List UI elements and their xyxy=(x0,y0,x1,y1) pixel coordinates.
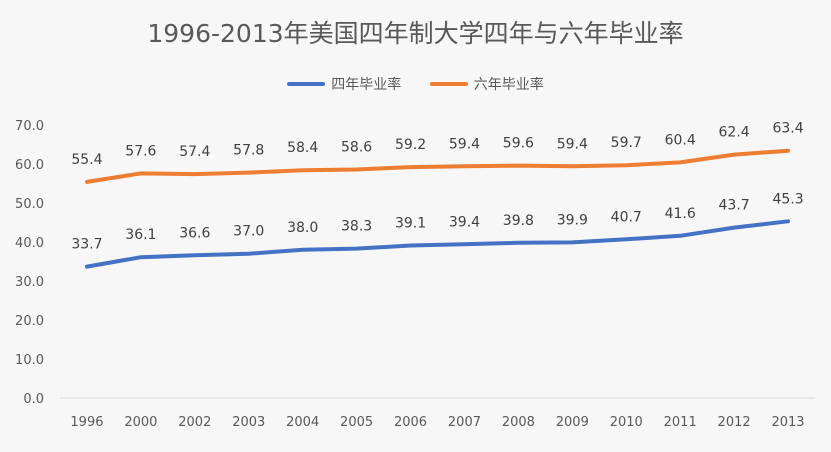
data-point xyxy=(787,150,789,152)
data-point xyxy=(517,242,519,244)
y-tick-label: 40.0 xyxy=(15,236,44,251)
legend-item-series-1: 四年毕业率 xyxy=(287,74,401,94)
data-label: 41.6 xyxy=(665,206,696,222)
data-point xyxy=(194,173,196,175)
data-label: 43.7 xyxy=(719,198,750,214)
y-tick-label: 70.0 xyxy=(15,119,44,134)
data-label: 36.6 xyxy=(179,225,210,241)
data-point xyxy=(248,172,250,174)
data-point xyxy=(302,169,304,171)
data-point xyxy=(356,248,358,250)
x-tick-label: 2003 xyxy=(232,415,265,430)
data-label: 62.4 xyxy=(719,125,750,141)
data-label: 39.4 xyxy=(449,214,480,230)
data-label: 38.0 xyxy=(287,220,318,236)
data-point xyxy=(463,243,465,245)
x-tick-label: 2002 xyxy=(178,415,211,430)
data-label: 45.3 xyxy=(772,191,803,207)
data-label: 58.6 xyxy=(341,139,372,155)
data-point xyxy=(733,154,735,156)
data-point xyxy=(302,249,304,251)
data-point xyxy=(625,238,627,240)
data-point xyxy=(410,245,412,247)
data-label: 57.6 xyxy=(125,143,156,159)
data-point xyxy=(625,164,627,166)
data-point xyxy=(571,165,573,167)
x-tick-label: 2007 xyxy=(448,415,481,430)
data-label: 39.9 xyxy=(557,212,588,228)
x-tick-label: 2012 xyxy=(718,415,751,430)
legend-item-series-2: 六年毕业率 xyxy=(429,74,544,94)
y-tick-label: 20.0 xyxy=(15,314,44,329)
series-line-1 xyxy=(85,219,790,269)
data-label: 40.7 xyxy=(611,209,642,225)
data-label: 37.0 xyxy=(233,224,264,240)
series-line-2 xyxy=(85,148,790,184)
x-tick-label: 1996 xyxy=(70,415,103,430)
data-label: 57.4 xyxy=(179,144,210,160)
data-label: 59.4 xyxy=(557,136,588,152)
data-point xyxy=(248,253,250,255)
x-tick-label: 2010 xyxy=(610,415,643,430)
y-tick-label: 0.0 xyxy=(23,392,44,407)
x-tick-label: 2004 xyxy=(286,415,319,430)
data-point xyxy=(86,266,88,268)
data-point xyxy=(517,165,519,167)
data-label: 59.4 xyxy=(449,136,480,152)
y-tick-label: 50.0 xyxy=(15,197,44,212)
data-point xyxy=(679,161,681,163)
x-tick-label: 2006 xyxy=(394,415,427,430)
legend-swatch-series-2 xyxy=(429,82,468,86)
data-label: 59.2 xyxy=(395,137,426,153)
y-tick-label: 60.0 xyxy=(15,158,44,173)
data-label: 39.1 xyxy=(395,216,426,232)
x-tick-label: 2009 xyxy=(556,415,589,430)
data-label: 55.4 xyxy=(71,152,102,168)
data-point xyxy=(463,165,465,167)
data-label: 38.3 xyxy=(341,219,372,235)
data-point xyxy=(679,235,681,237)
x-tick-label: 2013 xyxy=(771,415,804,430)
data-label: 60.4 xyxy=(665,132,696,148)
data-label: 36.1 xyxy=(125,227,156,243)
data-point xyxy=(571,241,573,243)
data-label: 59.7 xyxy=(611,135,642,151)
data-label: 63.4 xyxy=(772,121,803,137)
data-label: 58.4 xyxy=(287,140,318,156)
data-point xyxy=(140,256,142,258)
data-point xyxy=(86,181,88,183)
data-point xyxy=(733,227,735,229)
x-tick-label: 2008 xyxy=(502,415,535,430)
data-label: 33.7 xyxy=(71,237,102,253)
data-label: 59.6 xyxy=(503,136,534,152)
data-label: 57.8 xyxy=(233,143,264,159)
data-label: 39.8 xyxy=(503,213,534,229)
y-tick-label: 10.0 xyxy=(15,353,44,368)
data-point xyxy=(140,172,142,174)
legend-label-series-1: 四年毕业率 xyxy=(331,77,402,93)
legend-label-series-2: 六年毕业率 xyxy=(473,77,544,93)
data-point xyxy=(356,168,358,170)
legend: 四年毕业率 六年毕业率 xyxy=(0,74,831,94)
x-tick-label: 2005 xyxy=(340,415,373,430)
x-tick-label: 2011 xyxy=(664,415,697,430)
data-point xyxy=(787,220,789,222)
legend-swatch-series-1 xyxy=(287,82,326,86)
data-point xyxy=(410,166,412,168)
data-point xyxy=(194,254,196,256)
y-tick-label: 30.0 xyxy=(15,275,44,290)
chart-title: 1996-2013年美国四年制大学四年与六年毕业率 xyxy=(147,19,684,48)
x-tick-label: 2000 xyxy=(124,415,157,430)
